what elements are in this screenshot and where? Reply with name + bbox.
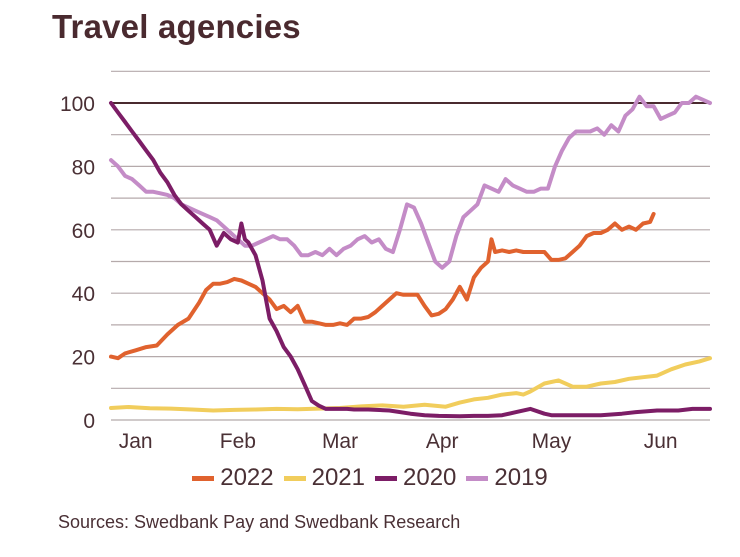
legend-item-2021: 2021 <box>283 464 365 492</box>
source-note: Sources: Swedbank Pay and Swedbank Resea… <box>58 512 461 532</box>
y-tick-label: 20 <box>72 347 95 370</box>
series-line-2019 <box>109 94 712 270</box>
legend-swatch <box>283 475 306 481</box>
legend-item-2022: 2022 <box>192 464 274 492</box>
series-line-2020 <box>109 101 712 419</box>
legend-label: 2019 <box>494 464 548 491</box>
x-tick-label: May <box>532 430 572 453</box>
legend-item-2020: 2020 <box>375 464 456 492</box>
series-line-2021 <box>109 356 712 413</box>
x-tick-label: Jan <box>119 430 153 453</box>
legend: 2022 2021 2020 2019 <box>0 464 740 492</box>
legend-label: 2020 <box>403 464 457 491</box>
chart-title: Travel agencies <box>52 8 301 45</box>
legend-swatch <box>375 475 397 481</box>
x-tick-label: Jun <box>644 430 678 453</box>
x-tick-label: Apr <box>426 430 459 453</box>
x-axis-tick-labels: Jan Feb Mar Apr May Jun <box>119 430 678 453</box>
series-lines <box>109 94 712 419</box>
x-tick-label: Mar <box>322 430 358 453</box>
y-tick-label: 60 <box>72 220 95 243</box>
y-axis-tick-labels: 0 20 40 60 80 100 <box>60 93 95 433</box>
y-tick-label: 0 <box>83 410 95 433</box>
legend-swatch <box>192 475 215 481</box>
y-tick-label: 40 <box>72 283 95 306</box>
legend-label: 2022 <box>220 464 274 491</box>
gridlines <box>111 70 710 421</box>
legend-label: 2021 <box>311 464 365 491</box>
y-tick-label: 80 <box>72 156 95 179</box>
legend-item-2019: 2019 <box>466 464 548 492</box>
x-tick-label: Feb <box>220 430 256 453</box>
legend-swatch <box>466 475 489 481</box>
y-tick-label: 100 <box>60 93 95 116</box>
series-line-2022 <box>109 211 656 361</box>
